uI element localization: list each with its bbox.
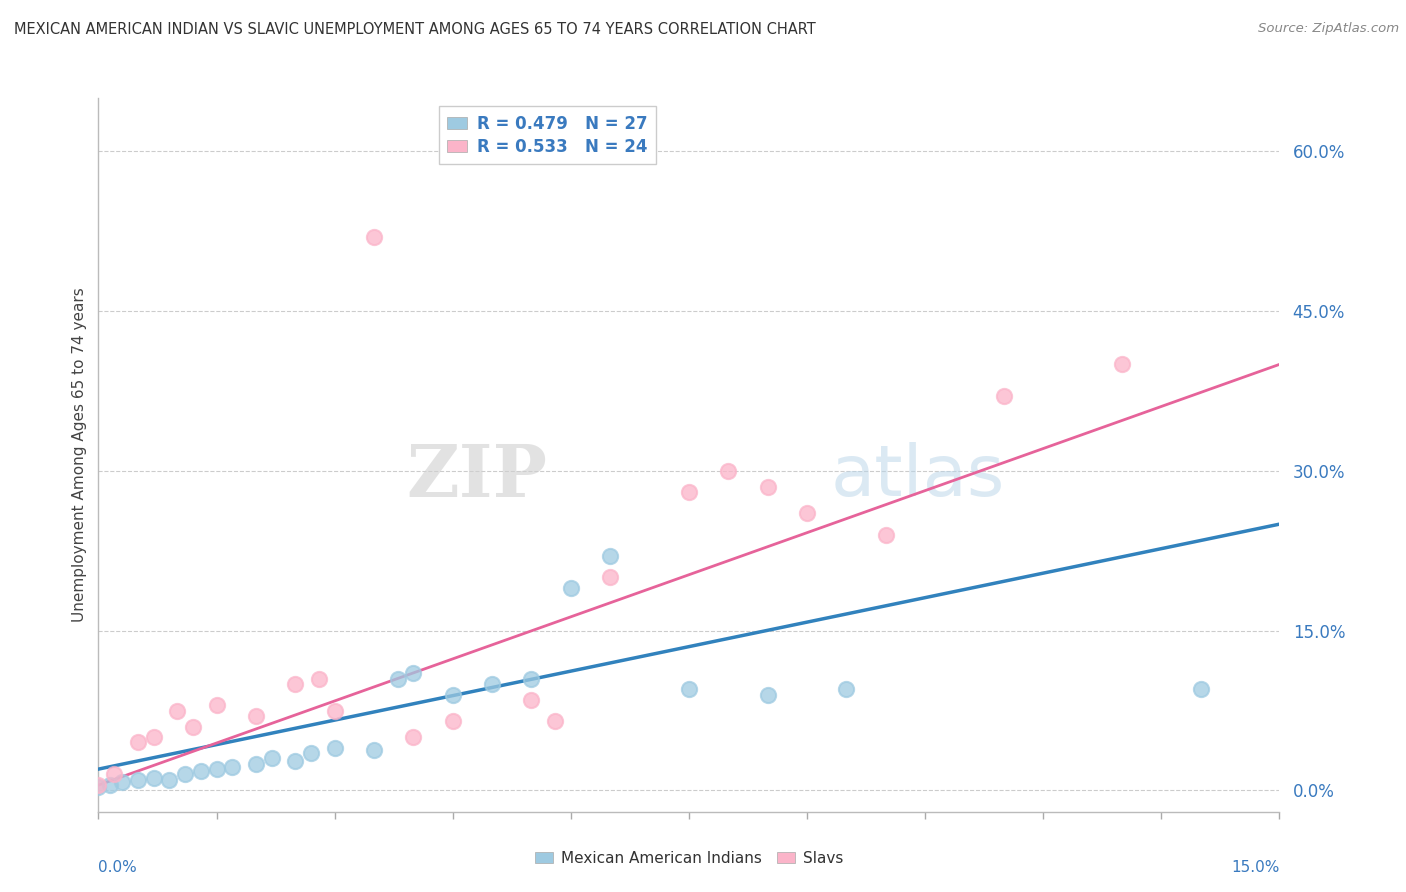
Point bbox=[181, 719, 204, 733]
Y-axis label: Unemployment Among Ages 65 to 74 years: Unemployment Among Ages 65 to 74 years bbox=[72, 287, 87, 623]
Point bbox=[441, 688, 464, 702]
Point bbox=[678, 682, 700, 697]
Text: 0.0%: 0.0% bbox=[98, 860, 138, 875]
Point bbox=[142, 771, 165, 785]
Point bbox=[402, 730, 425, 744]
Point bbox=[260, 751, 283, 765]
Point bbox=[190, 764, 212, 779]
Point bbox=[481, 677, 503, 691]
Point bbox=[98, 778, 121, 792]
Point bbox=[205, 762, 228, 776]
Point bbox=[323, 704, 346, 718]
Point bbox=[363, 743, 385, 757]
Point bbox=[87, 780, 110, 795]
Text: MEXICAN AMERICAN INDIAN VS SLAVIC UNEMPLOYMENT AMONG AGES 65 TO 74 YEARS CORRELA: MEXICAN AMERICAN INDIAN VS SLAVIC UNEMPL… bbox=[14, 22, 815, 37]
Point bbox=[87, 778, 110, 792]
Point bbox=[875, 528, 897, 542]
Point bbox=[560, 581, 582, 595]
Point bbox=[127, 735, 149, 749]
Point bbox=[1111, 358, 1133, 372]
Point bbox=[127, 772, 149, 787]
Text: ZIP: ZIP bbox=[406, 441, 547, 512]
Point bbox=[402, 666, 425, 681]
Point bbox=[205, 698, 228, 713]
Point bbox=[1189, 682, 1212, 697]
Point bbox=[157, 772, 180, 787]
Point bbox=[174, 767, 197, 781]
Text: 15.0%: 15.0% bbox=[1232, 860, 1279, 875]
Point bbox=[835, 682, 858, 697]
Point bbox=[245, 756, 267, 771]
Point bbox=[544, 714, 567, 729]
Point bbox=[363, 229, 385, 244]
Point bbox=[441, 714, 464, 729]
Point bbox=[520, 693, 543, 707]
Point bbox=[387, 672, 409, 686]
Text: atlas: atlas bbox=[831, 442, 1005, 511]
Point bbox=[599, 570, 621, 584]
Point bbox=[284, 754, 307, 768]
Point bbox=[111, 775, 134, 789]
Point bbox=[678, 485, 700, 500]
Point bbox=[166, 704, 188, 718]
Point bbox=[520, 672, 543, 686]
Point bbox=[717, 464, 740, 478]
Point bbox=[245, 709, 267, 723]
Legend: Mexican American Indians, Slavs: Mexican American Indians, Slavs bbox=[529, 845, 849, 871]
Point bbox=[323, 740, 346, 755]
Point bbox=[756, 480, 779, 494]
Point bbox=[993, 389, 1015, 403]
Point bbox=[142, 730, 165, 744]
Point bbox=[756, 688, 779, 702]
Point bbox=[299, 746, 322, 760]
Point bbox=[284, 677, 307, 691]
Point bbox=[599, 549, 621, 563]
Point bbox=[796, 507, 818, 521]
Point bbox=[221, 760, 243, 774]
Point bbox=[103, 767, 125, 781]
Text: Source: ZipAtlas.com: Source: ZipAtlas.com bbox=[1258, 22, 1399, 36]
Point bbox=[308, 672, 330, 686]
